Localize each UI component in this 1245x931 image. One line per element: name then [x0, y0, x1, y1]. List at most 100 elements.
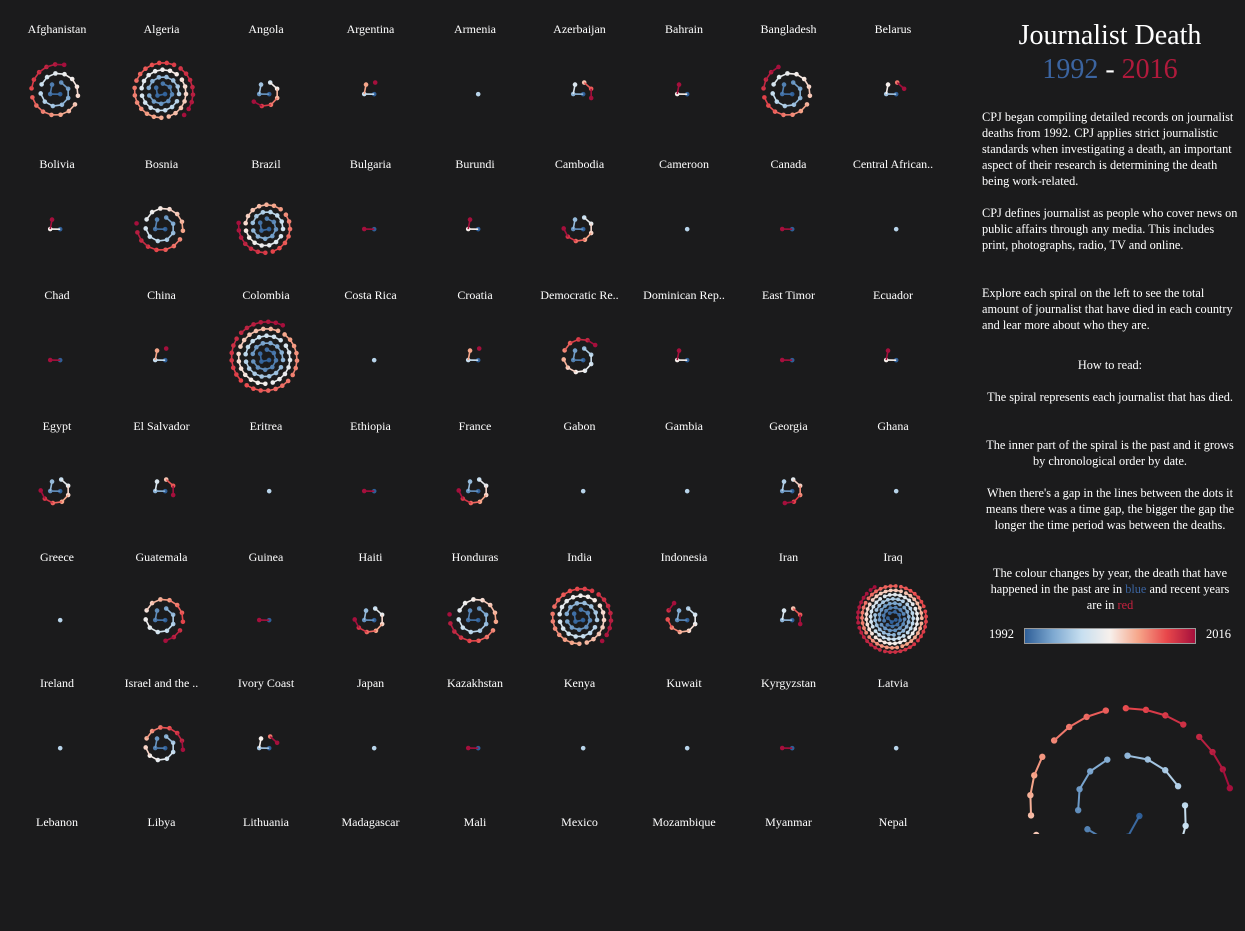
country-spiral[interactable]: Ethiopia	[319, 405, 423, 535]
country-spiral[interactable]: Nepal	[841, 801, 945, 931]
country-dot	[371, 358, 376, 363]
country-spiral[interactable]: Bosnia	[110, 143, 214, 273]
country-dot	[894, 584, 898, 588]
country-spiral[interactable]: Lithuania	[214, 801, 318, 931]
detail-dot[interactable]	[1175, 783, 1181, 789]
country-spiral[interactable]: Haiti	[319, 536, 423, 666]
country-spiral[interactable]: Central African..	[841, 143, 945, 273]
country-spiral[interactable]: China	[110, 274, 214, 404]
country-dot	[236, 352, 241, 357]
country-dot	[886, 623, 890, 627]
country-label: Ethiopia	[319, 419, 423, 434]
country-spiral[interactable]: India	[528, 536, 632, 666]
country-spiral[interactable]: Ivory Coast	[214, 662, 318, 792]
country-spiral[interactable]: El Salvador	[110, 405, 214, 535]
country-spiral[interactable]: Guinea	[214, 536, 318, 666]
country-spiral[interactable]: Kuwait	[632, 662, 736, 792]
country-spiral[interactable]: Kazakhstan	[423, 662, 527, 792]
country-dot	[685, 489, 690, 494]
country-spiral[interactable]: Afghanistan	[5, 8, 109, 138]
country-spiral[interactable]: Ecuador	[841, 274, 945, 404]
country-dot	[572, 217, 577, 222]
country-spiral[interactable]: Argentina	[319, 8, 423, 138]
country-spiral[interactable]: Honduras	[423, 536, 527, 666]
country-spiral[interactable]: Colombia	[214, 274, 318, 404]
country-spiral[interactable]: Mozambique	[632, 801, 736, 931]
country-spiral[interactable]: Bulgaria	[319, 143, 423, 273]
country-spiral[interactable]: Madagascar	[319, 801, 423, 931]
country-dot	[181, 113, 186, 118]
detail-dot[interactable]	[1180, 721, 1186, 727]
country-spiral[interactable]: East Timor	[737, 274, 841, 404]
country-dot	[468, 217, 473, 222]
detail-spiral[interactable]	[975, 660, 1245, 834]
country-dot	[564, 619, 569, 624]
country-dot	[677, 348, 682, 353]
country-spiral[interactable]: Armenia	[423, 8, 527, 138]
country-dot	[776, 65, 781, 70]
country-dot	[139, 93, 144, 98]
detail-dot[interactable]	[1084, 826, 1090, 832]
country-label: Indonesia	[632, 550, 736, 565]
year-range: 1992 - 2016	[975, 54, 1245, 86]
country-spiral[interactable]: Iran	[737, 536, 841, 666]
detail-dot[interactable]	[1227, 785, 1233, 791]
country-spiral[interactable]: Greece	[5, 536, 109, 666]
country-spiral[interactable]: Canada	[737, 143, 841, 273]
detail-dot[interactable]	[1104, 756, 1110, 762]
country-dot	[456, 488, 461, 493]
country-spiral[interactable]: Gambia	[632, 405, 736, 535]
country-spiral[interactable]: Burundi	[423, 143, 527, 273]
country-spiral[interactable]: Guatemala	[110, 536, 214, 666]
country-spiral[interactable]: Latvia	[841, 662, 945, 792]
country-spiral[interactable]: Israel and the ..	[110, 662, 214, 792]
country-dot	[258, 351, 263, 356]
country-spiral[interactable]: Iraq	[841, 536, 945, 666]
country-spiral[interactable]: Azerbaijan	[528, 8, 632, 138]
country-spiral[interactable]: Georgia	[737, 405, 841, 535]
country-spiral[interactable]: Belarus	[841, 8, 945, 138]
country-spiral[interactable]: Lebanon	[5, 801, 109, 931]
country-spiral[interactable]: Mexico	[528, 801, 632, 931]
country-spiral[interactable]: Eritrea	[214, 405, 318, 535]
country-spiral[interactable]: Ghana	[841, 405, 945, 535]
country-spiral[interactable]: Bangladesh	[737, 8, 841, 138]
detail-dot[interactable]	[1039, 754, 1045, 760]
country-dot	[180, 229, 185, 234]
country-spiral[interactable]: Chad	[5, 274, 109, 404]
country-spiral[interactable]: Brazil	[214, 143, 318, 273]
country-spiral[interactable]: Democratic Re..	[528, 274, 632, 404]
detail-dot[interactable]	[1103, 707, 1109, 713]
country-spiral[interactable]: Libya	[110, 801, 214, 931]
country-dot	[180, 748, 185, 753]
country-spiral[interactable]: Croatia	[423, 274, 527, 404]
country-dot	[62, 63, 67, 68]
country-spiral[interactable]: Dominican Rep..	[632, 274, 736, 404]
country-label: Honduras	[423, 550, 527, 565]
country-label: Ghana	[841, 419, 945, 434]
country-spiral[interactable]: Gabon	[528, 405, 632, 535]
country-spiral[interactable]: Bolivia	[5, 143, 109, 273]
country-dot	[797, 622, 802, 627]
country-spiral[interactable]: Bahrain	[632, 8, 736, 138]
country-spiral[interactable]: Egypt	[5, 405, 109, 535]
country-spiral[interactable]: Cambodia	[528, 143, 632, 273]
country-dot	[557, 619, 562, 624]
country-label: Cambodia	[528, 157, 632, 172]
country-dot	[592, 343, 597, 348]
country-dot	[38, 488, 43, 493]
country-spiral[interactable]: Algeria	[110, 8, 214, 138]
country-spiral[interactable]: Myanmar	[737, 801, 841, 931]
country-spiral[interactable]: Mali	[423, 801, 527, 931]
country-spiral[interactable]: France	[423, 405, 527, 535]
country-spiral[interactable]: Cameroon	[632, 143, 736, 273]
country-spiral[interactable]: Japan	[319, 662, 423, 792]
country-spiral[interactable]: Kyrgyzstan	[737, 662, 841, 792]
country-spiral[interactable]: Indonesia	[632, 536, 736, 666]
country-spiral[interactable]: Ireland	[5, 662, 109, 792]
country-dot	[920, 616, 924, 620]
country-spiral[interactable]: Kenya	[528, 662, 632, 792]
country-dot	[163, 346, 168, 351]
country-spiral[interactable]: Costa Rica	[319, 274, 423, 404]
country-spiral[interactable]: Angola	[214, 8, 318, 138]
